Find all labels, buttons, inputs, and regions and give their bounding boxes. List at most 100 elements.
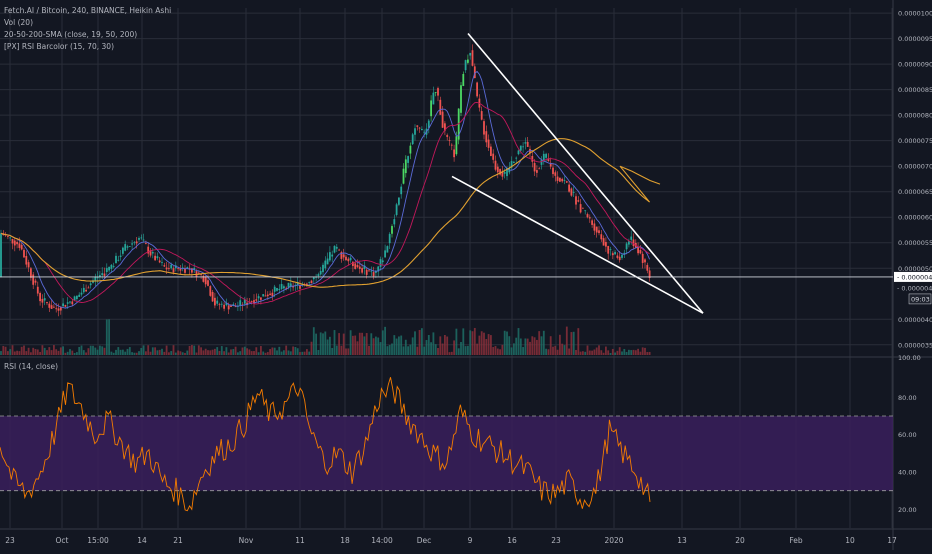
candle-body <box>264 295 267 297</box>
volume-bar <box>625 351 628 355</box>
volume-bar <box>485 339 488 355</box>
volume-bar <box>11 345 14 355</box>
candle-body <box>172 268 175 273</box>
wedge-lower-trendline <box>451 175 704 314</box>
candle-body <box>71 301 74 305</box>
time-tick-label: 23 <box>551 536 561 545</box>
volume-bar <box>299 352 301 355</box>
countdown-label: 09:03 <box>911 295 930 303</box>
candle-body <box>462 74 465 87</box>
time-tick-label: 18 <box>340 536 350 545</box>
candle-body <box>16 241 18 245</box>
indicator-rsi-barcolor[interactable]: [PX] RSI Barcolor (15, 70, 30) <box>4 42 114 51</box>
volume-bar <box>216 347 219 355</box>
volume-bar <box>250 351 253 355</box>
volume-bar <box>57 350 60 355</box>
candle-body <box>379 259 382 267</box>
candle-body <box>432 92 435 105</box>
time-tick-label: 14:00 <box>371 536 393 545</box>
candle-body <box>349 257 352 261</box>
volume-bar <box>478 335 481 355</box>
candle-body <box>329 252 331 261</box>
candle-body <box>632 239 635 247</box>
candle-body <box>301 284 304 286</box>
volume-bar <box>531 336 534 355</box>
candle-body <box>370 270 373 272</box>
candle-body <box>204 277 207 285</box>
candle-body <box>559 177 561 182</box>
candle-body <box>402 168 405 184</box>
volume-bar <box>455 328 458 355</box>
candle-body <box>517 150 520 155</box>
indicator-vol[interactable]: Vol (20) <box>4 18 33 27</box>
volume-bar <box>358 332 361 355</box>
volume-bar <box>9 349 12 355</box>
volume-bar <box>561 343 564 355</box>
volume-bar <box>469 330 472 355</box>
volume-bar <box>142 345 145 355</box>
candle-body <box>506 168 508 177</box>
candle-body <box>614 252 616 255</box>
candle-body <box>460 85 462 113</box>
candle-body <box>437 88 439 96</box>
candle-body <box>220 303 223 305</box>
candle-body <box>156 256 159 259</box>
volume-bar <box>409 344 412 355</box>
candle-body <box>427 120 430 128</box>
volume-bar <box>630 350 633 355</box>
candle-body <box>296 281 299 286</box>
candle-body <box>48 303 51 308</box>
candle-body <box>214 297 216 306</box>
volume-bar <box>172 345 175 355</box>
volume-bar <box>586 345 589 355</box>
rsi-tick-label: 40.00 <box>898 469 917 477</box>
candle-body <box>283 286 285 289</box>
time-axis[interactable]: 23 Oct 15:00 14 21 Nov 11 18 14:00 Dec 9 16 23 2020 13… <box>5 536 897 545</box>
candle-body <box>545 153 547 158</box>
candle-body <box>253 300 255 304</box>
candle-body <box>147 246 150 254</box>
volume-bar <box>239 351 242 355</box>
volume-bar <box>526 338 529 355</box>
volume-bar <box>117 347 120 355</box>
candle-body <box>616 255 619 258</box>
volume-bar <box>621 351 623 355</box>
volume-bar <box>616 350 619 355</box>
volume-bar <box>513 343 515 355</box>
volume-bars <box>0 319 651 355</box>
volume-bar <box>66 351 69 355</box>
volume-bar <box>508 336 511 355</box>
candle-body <box>644 259 646 263</box>
candle-body <box>186 267 189 269</box>
candle-body <box>191 268 193 273</box>
candle-body <box>149 250 152 256</box>
candle-body <box>352 261 354 267</box>
candle-body <box>257 296 260 299</box>
candle-body <box>467 59 469 63</box>
volume-bar <box>349 330 352 355</box>
volume-bar <box>517 328 520 355</box>
volume-bar <box>496 348 499 355</box>
volume-bar <box>381 330 384 355</box>
volume-bar <box>73 352 76 355</box>
volume-bar <box>618 347 621 355</box>
indicator-sma[interactable]: 20-50-200-SMA (close, 19, 50, 200) <box>4 30 137 39</box>
volume-bar <box>278 346 281 355</box>
candle-body <box>308 282 311 283</box>
candle-body <box>168 268 170 270</box>
candle-body <box>234 306 237 308</box>
rsi-pane-label[interactable]: RSI (14, close) <box>4 362 58 371</box>
candle-body <box>62 303 64 307</box>
volume-bar <box>577 328 580 355</box>
volume-bar <box>193 345 196 355</box>
candle-body <box>375 270 377 273</box>
candle-body <box>434 92 437 93</box>
candle-body <box>533 163 536 172</box>
candle-body <box>430 100 432 117</box>
countdown-badge <box>908 293 932 305</box>
